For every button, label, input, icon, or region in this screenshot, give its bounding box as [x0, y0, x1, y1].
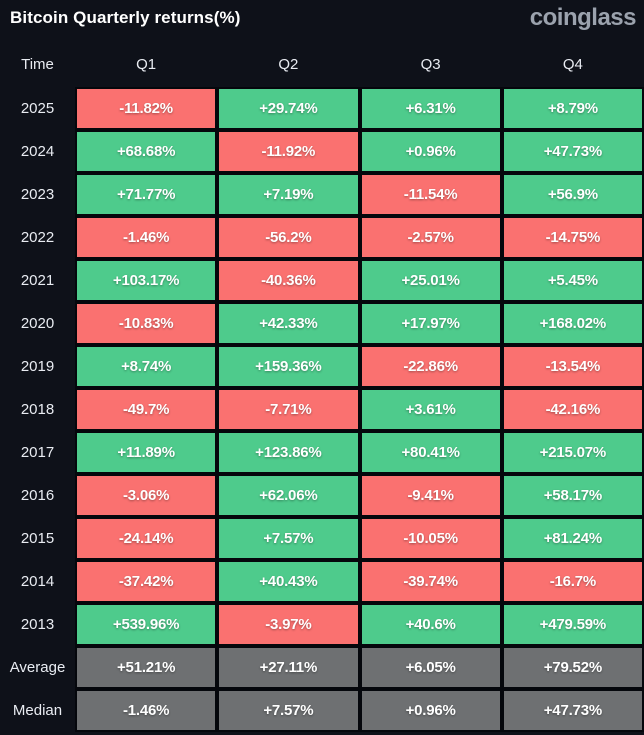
row-label: 2024 — [20, 143, 55, 160]
return-cell: -2.57% — [359, 216, 502, 259]
return-cell: +80.41% — [359, 431, 502, 474]
return-cell: +215.07% — [501, 431, 644, 474]
return-cell: +51.21% — [75, 646, 218, 689]
return-cell: +7.57% — [217, 689, 360, 732]
return-cell: -42.16% — [501, 388, 644, 431]
return-cell: -14.75% — [501, 216, 644, 259]
return-cell: +168.02% — [501, 302, 644, 345]
return-cell: +5.45% — [501, 259, 644, 302]
return-cell: -7.71% — [217, 388, 360, 431]
row-label: 2021 — [20, 272, 55, 289]
return-cell: -56.2% — [217, 216, 360, 259]
return-cell: +159.36% — [217, 345, 360, 388]
return-cell: +123.86% — [217, 431, 360, 474]
row-label: 2019 — [20, 358, 55, 375]
return-cell: -1.46% — [75, 689, 218, 732]
return-cell: -24.14% — [75, 517, 218, 560]
return-cell: -10.83% — [75, 302, 218, 345]
row-label: 2018 — [20, 401, 55, 418]
row-label: 2014 — [20, 573, 55, 590]
return-cell: -10.05% — [359, 517, 502, 560]
return-cell: -16.7% — [501, 560, 644, 603]
return-cell: +58.17% — [501, 474, 644, 517]
return-cell: +42.33% — [217, 302, 360, 345]
row-label: 2015 — [20, 530, 55, 547]
return-cell: +56.9% — [501, 173, 644, 216]
returns-table: Time Q1 Q2 Q3 Q4 2025 -11.82% +29.74% +6.31% +8.7… — [0, 41, 644, 732]
return-cell: +6.05% — [359, 646, 502, 689]
return-cell: +62.06% — [217, 474, 360, 517]
coinglass-logo: coinglass — [529, 4, 637, 31]
return-cell: -3.97% — [217, 603, 360, 646]
row-label: 2025 — [20, 100, 55, 117]
row-label: 2022 — [20, 229, 55, 246]
return-cell: -11.54% — [359, 173, 502, 216]
return-cell: -39.74% — [359, 560, 502, 603]
return-cell: +8.74% — [75, 345, 218, 388]
return-cell: +25.01% — [359, 259, 502, 302]
return-cell: +3.61% — [359, 388, 502, 431]
row-label: 2016 — [20, 487, 55, 504]
return-cell: +479.59% — [501, 603, 644, 646]
return-cell: +47.73% — [501, 130, 644, 173]
column-header-time: Time — [21, 55, 54, 73]
top-bar: Bitcoin Quarterly returns(%) coinglass — [0, 0, 644, 41]
return-cell: +29.74% — [217, 87, 360, 130]
row-label: Median — [12, 702, 63, 719]
return-cell: +68.68% — [75, 130, 218, 173]
page-title: Bitcoin Quarterly returns(%) — [10, 8, 241, 27]
return-cell: +71.77% — [75, 173, 218, 216]
column-header-q1: Q1 — [136, 55, 157, 73]
return-cell: +40.43% — [217, 560, 360, 603]
return-cell: +40.6% — [359, 603, 502, 646]
return-cell: -3.06% — [75, 474, 218, 517]
row-label: 2023 — [20, 186, 55, 203]
return-cell: +7.19% — [217, 173, 360, 216]
return-cell: +8.79% — [501, 87, 644, 130]
return-cell: +7.57% — [217, 517, 360, 560]
return-cell: +27.11% — [217, 646, 360, 689]
return-cell: +81.24% — [501, 517, 644, 560]
return-cell: -40.36% — [217, 259, 360, 302]
return-cell: +0.96% — [359, 689, 502, 732]
return-cell: -11.92% — [217, 130, 360, 173]
column-header-q4: Q4 — [562, 55, 583, 73]
column-header-q2: Q2 — [278, 55, 299, 73]
return-cell: -9.41% — [359, 474, 502, 517]
row-label: 2020 — [20, 315, 55, 332]
return-cell: +11.89% — [75, 431, 218, 474]
return-cell: -1.46% — [75, 216, 218, 259]
row-label: Average — [9, 659, 66, 676]
return-cell: +539.96% — [75, 603, 218, 646]
return-cell: +6.31% — [359, 87, 502, 130]
return-cell: +0.96% — [359, 130, 502, 173]
return-cell: -13.54% — [501, 345, 644, 388]
return-cell: +79.52% — [501, 646, 644, 689]
return-cell: +103.17% — [75, 259, 218, 302]
row-label: 2013 — [20, 616, 55, 633]
column-header-q3: Q3 — [420, 55, 441, 73]
return-cell: -22.86% — [359, 345, 502, 388]
return-cell: -49.7% — [75, 388, 218, 431]
return-cell: +17.97% — [359, 302, 502, 345]
return-cell: -37.42% — [75, 560, 218, 603]
return-cell: +47.73% — [501, 689, 644, 732]
row-label: 2017 — [20, 444, 55, 461]
return-cell: -11.82% — [75, 87, 218, 130]
